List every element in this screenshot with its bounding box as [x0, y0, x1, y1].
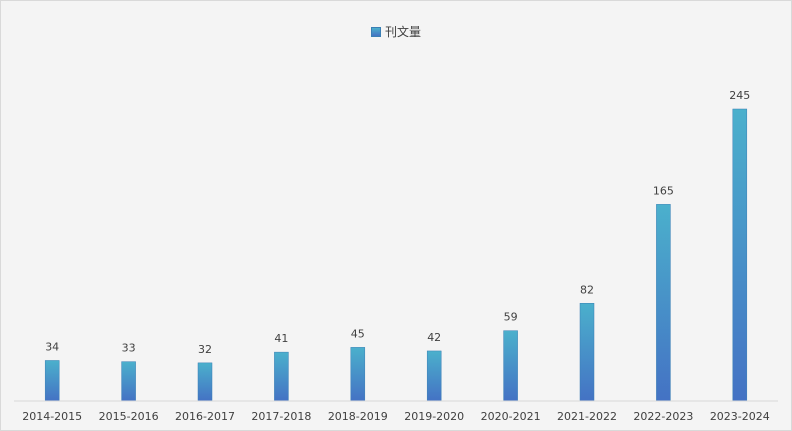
x-ticks-group: 2014-2015 2015-2016 2016-2017 2017-2018 2018…: [22, 410, 770, 423]
x-tick-label-2022-2023: 2022-2023: [633, 410, 693, 423]
x-tick-label-2021-2022: 2021-2022: [557, 410, 617, 423]
legend: 刊文量: [1, 23, 791, 40]
bar-2022-2023: [656, 204, 671, 402]
data-label-2018-2019: 45: [351, 327, 365, 340]
x-tick-label-2015-2016: 2015-2016: [99, 410, 159, 423]
x-tick-label-2017-2018: 2017-2018: [251, 410, 311, 423]
x-tick-label-2023-2024: 2023-2024: [710, 410, 770, 423]
x-tick-label-2019-2020: 2019-2020: [404, 410, 464, 423]
data-label-2023-2024: 245: [729, 89, 750, 102]
bar-2023-2024: [732, 108, 748, 402]
data-label-2021-2022: 82: [580, 283, 594, 296]
bar-2021-2022: [579, 303, 595, 402]
x-tick-label-2014-2015: 2014-2015: [22, 410, 82, 423]
x-tick-label-2016-2017: 2016-2017: [175, 410, 235, 423]
data-label-2014-2015: 34: [45, 340, 59, 353]
bar-2020-2021: [503, 330, 518, 402]
bar-2015-2016: [121, 361, 136, 402]
x-tick-label-2018-2019: 2018-2019: [328, 410, 388, 423]
bars-group: 34 33 32 41 45 42 59 82 165 245: [44, 89, 750, 402]
legend-label: 刊文量: [384, 25, 421, 39]
bar-2017-2018: [274, 351, 289, 402]
x-tick-label-2020-2021: 2020-2021: [481, 410, 541, 423]
data-label-2022-2023: 165: [653, 184, 674, 197]
bar-2018-2019: [350, 347, 366, 402]
data-label-2020-2021: 59: [504, 311, 518, 324]
bar-2016-2017: [197, 362, 213, 402]
legend-swatch: [370, 26, 381, 37]
data-label-2015-2016: 33: [122, 342, 136, 355]
data-label-2019-2020: 42: [427, 331, 441, 344]
data-label-2016-2017: 32: [198, 343, 212, 356]
bar-2019-2020: [426, 350, 442, 402]
bar-2014-2015: [44, 360, 60, 402]
data-label-2017-2018: 41: [274, 332, 288, 345]
